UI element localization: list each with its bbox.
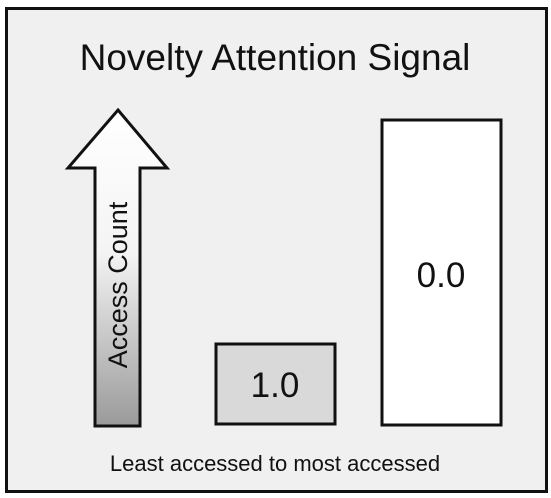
up-arrow-icon xyxy=(64,107,171,428)
bar-high-access-label: 0.0 xyxy=(417,256,466,295)
bar-high-access xyxy=(380,118,503,427)
bar-low-access xyxy=(214,342,337,426)
bar-low-access-label: 1.0 xyxy=(251,366,300,405)
diagram-caption: Least accessed to most accessed xyxy=(110,451,440,476)
diagram-title: Novelty Attention Signal xyxy=(80,37,471,78)
arrow-label: Access Count xyxy=(103,201,133,368)
